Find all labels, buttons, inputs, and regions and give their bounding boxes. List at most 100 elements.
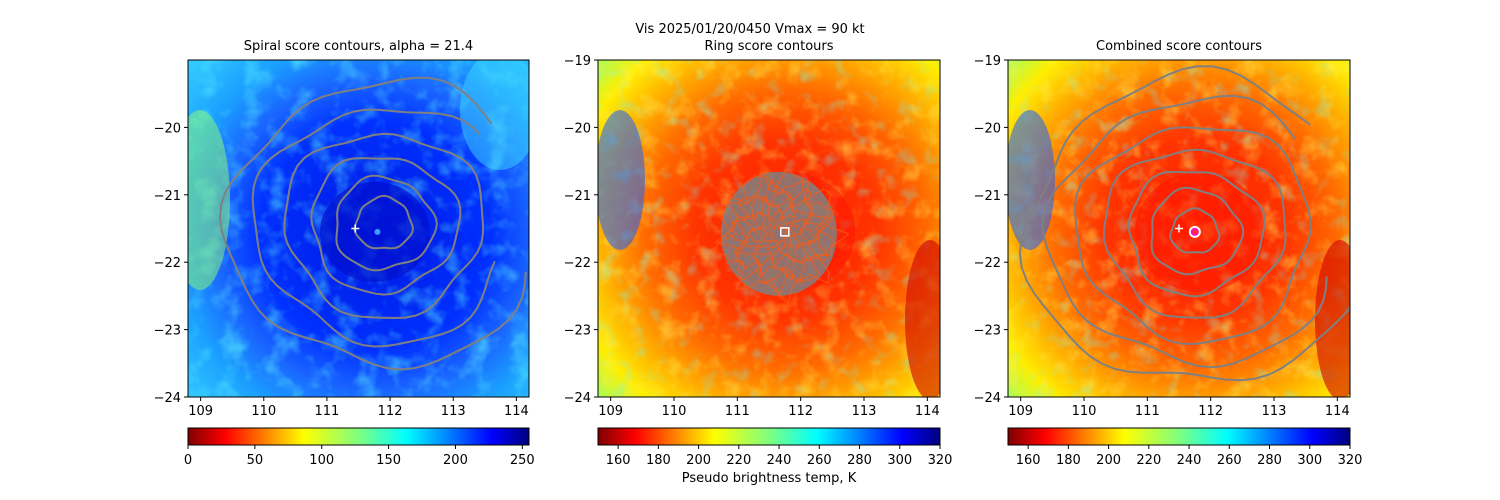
y-tick-label: −24 <box>154 391 181 406</box>
y-tick-label: −22 <box>154 256 181 271</box>
x-tick-label: 114 <box>1325 404 1350 419</box>
center-square-marker <box>780 227 790 237</box>
contour-line <box>251 108 496 348</box>
panel-1-title: Spiral score contours, alpha = 21.4 <box>243 39 474 54</box>
x-tick-label: 112 <box>788 404 813 419</box>
contour-line <box>767 224 790 246</box>
contour-line <box>748 203 812 267</box>
y-tick-label: −21 <box>974 189 1001 204</box>
x-tick-label: 114 <box>504 404 529 419</box>
colorbar-tick-label: 50 <box>247 453 264 468</box>
contour-line <box>1102 148 1287 319</box>
colorbar-tick-label: 200 <box>1096 453 1121 468</box>
x-tick-label: 112 <box>378 404 403 419</box>
panel-3-markers <box>1175 224 1201 238</box>
colorbar-3 <box>1007 427 1351 446</box>
panel-3-frame <box>1007 59 1351 398</box>
y-tick-label: −23 <box>974 324 1001 339</box>
contour-line <box>1150 186 1245 276</box>
colorbar-tick-label: 260 <box>807 453 832 468</box>
y-tick-label: −22 <box>974 256 1001 271</box>
colorbar-tick-label: 0 <box>184 453 192 468</box>
colorbar-tick-label: 180 <box>1056 453 1081 468</box>
panel-1-frame <box>187 59 530 398</box>
panel-3-combined-contours <box>1018 65 1350 382</box>
x-tick-label: 111 <box>1135 404 1160 419</box>
colorbar-tick-label: 150 <box>376 453 401 468</box>
y-tick-label: −20 <box>154 121 181 136</box>
colorbar-tick-label: 220 <box>1136 453 1161 468</box>
center-circle-outer <box>1188 225 1201 238</box>
contour-line <box>1169 207 1221 254</box>
colorbar-tick-label: 240 <box>1177 453 1202 468</box>
colorbar-tick-label: 320 <box>928 453 953 468</box>
x-tick-label: 109 <box>1008 404 1033 419</box>
panel-3-title: Combined score contours <box>1096 39 1262 54</box>
y-tick-label: −19 <box>564 54 591 69</box>
panel-3-axes: 109 110 111 112 113 114 −19 −20 −21 −22 −23 −24 <box>974 54 1350 419</box>
colorbar-1 <box>187 427 530 446</box>
contour-line <box>1073 126 1312 345</box>
contour-line <box>1018 65 1350 382</box>
y-tick-label: −23 <box>154 324 181 339</box>
x-tick-label: 110 <box>662 404 687 419</box>
x-tick-label: 109 <box>188 404 213 419</box>
contour-line <box>1041 94 1328 369</box>
y-tick-label: −22 <box>564 256 591 271</box>
colorbar-tick-label: 180 <box>646 453 671 468</box>
panel-2-title: Ring score contours <box>704 39 834 54</box>
colorbar-tick-label: 250 <box>510 453 535 468</box>
center-plus-marker <box>351 224 360 233</box>
colorbar-tick-label: 280 <box>1257 453 1282 468</box>
x-tick-label: 112 <box>1198 404 1223 419</box>
x-tick-label: 109 <box>598 404 623 419</box>
contour-line <box>310 157 462 296</box>
colorbar-tick-label: 300 <box>887 453 912 468</box>
contour-line <box>283 132 484 320</box>
panel-1-markers <box>351 224 381 235</box>
x-tick-label: 111 <box>315 404 340 419</box>
x-tick-label: 110 <box>251 404 276 419</box>
center-plus-marker <box>1175 224 1183 233</box>
contour-line <box>732 191 825 282</box>
y-tick-label: −24 <box>974 391 1001 406</box>
panel-2-frame <box>597 59 941 398</box>
contour-line <box>712 167 850 306</box>
panel-2-ring-contours <box>712 167 850 306</box>
y-tick-label: −21 <box>154 189 181 204</box>
panel-1-spiral-contours <box>218 76 527 371</box>
x-tick-label: 110 <box>1072 404 1097 419</box>
colorbar-tick-label: 200 <box>686 453 711 468</box>
colorbar-tick-label: 300 <box>1297 453 1322 468</box>
center-circle-marker <box>1191 228 1199 236</box>
panel-1-axes: 109 110 111 112 113 114 −20 −21 −22 −23 −24 <box>154 121 529 419</box>
center-dot-marker <box>374 228 381 235</box>
colorbar-2-label: Pseudo brightness temp, K <box>681 471 857 486</box>
colorbar-tick-label: 260 <box>1217 453 1242 468</box>
contour-line <box>752 208 802 260</box>
colorbar-tick-label: 240 <box>767 453 792 468</box>
contour-line <box>714 171 835 296</box>
y-tick-label: −20 <box>564 121 591 136</box>
contour-line <box>727 178 835 286</box>
y-tick-label: −23 <box>564 324 591 339</box>
contour-line <box>335 174 438 272</box>
panel-2-axes: 109 110 111 112 113 114 −19 −20 −21 −22 −23 −24 <box>564 54 940 419</box>
y-tick-label: −21 <box>564 189 591 204</box>
colorbar-ticks: 0 50 100 150 200 250 160 180 200 220 240 260 280 300 3… <box>184 445 1363 468</box>
colorbar-tick-label: 160 <box>606 453 631 468</box>
x-tick-label: 114 <box>915 404 940 419</box>
colorbar-2 <box>597 427 941 446</box>
contour-line <box>1127 170 1266 298</box>
colorbar-tick-label: 320 <box>1338 453 1363 468</box>
x-tick-label: 111 <box>725 404 750 419</box>
colorbar-tick-label: 200 <box>443 453 468 468</box>
x-tick-label: 113 <box>1262 404 1287 419</box>
contour-line <box>218 76 527 371</box>
colorbar-tick-label: 160 <box>1016 453 1041 468</box>
x-tick-label: 113 <box>441 404 466 419</box>
figure-suptitle: Vis 2025/01/20/0450 Vmax = 90 kt <box>635 22 865 37</box>
contour-line <box>761 214 797 252</box>
colorbar-tick-label: 100 <box>309 453 334 468</box>
